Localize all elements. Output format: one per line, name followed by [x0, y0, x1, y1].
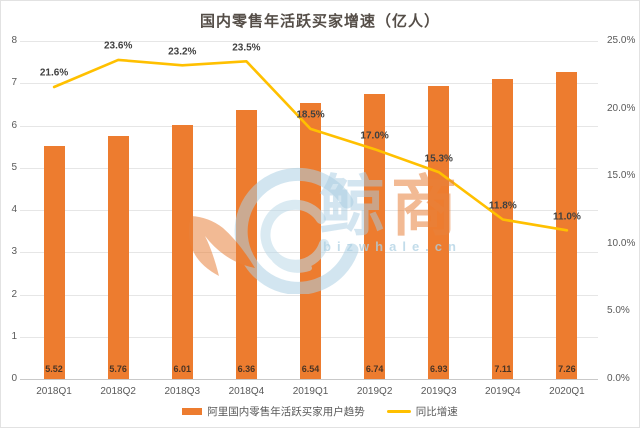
bar-value-label: 5.52: [45, 364, 63, 374]
x-axis-label: 2019Q2: [356, 386, 393, 397]
bar: [300, 102, 321, 379]
chart-legend: 阿里国内零售年活跃买家用户趋势 同比增速: [1, 404, 639, 419]
x-axis-label: 2018Q3: [164, 386, 201, 397]
bar: [492, 78, 514, 379]
legend-item-line[interactable]: 同比增速: [386, 404, 458, 419]
y-axis-tick-left: 5: [11, 161, 17, 173]
grid-line: [20, 41, 598, 42]
y-axis-tick-left: 3: [11, 246, 17, 258]
y-axis-tick-left: 4: [11, 204, 17, 215]
line-point-label: 11.0%: [553, 211, 581, 223]
line-series-swatch-icon: [386, 410, 411, 413]
x-axis-label: 2018Q2: [100, 386, 136, 397]
bar-value-label: 6.93: [429, 364, 448, 374]
line-point-label: 17.0%: [360, 130, 389, 142]
line-point-label: 23.6%: [103, 40, 133, 52]
grid-line: [20, 379, 598, 380]
x-axis-label: 2018Q4: [228, 386, 265, 397]
y-axis-tick-right: 10.0%: [607, 237, 636, 249]
x-axis-label: 2018Q1: [36, 386, 72, 397]
x-axis-label: 2020Q1: [549, 386, 585, 397]
y-axis-tick-left: 1: [11, 330, 17, 342]
line-point-label: 21.6%: [39, 67, 69, 79]
bar: [235, 110, 257, 379]
bar-value-label: 7.11: [494, 364, 512, 374]
y-axis-tick-left: 2: [11, 288, 17, 300]
y-axis-tick-left: 0: [11, 373, 17, 384]
bar: [428, 86, 450, 379]
bar-value-label: 6.01: [173, 364, 192, 374]
bar: [43, 145, 65, 379]
y-axis-tick-right: 15.0%: [607, 170, 636, 182]
y-axis-tick-left: 6: [11, 119, 17, 131]
bar-series-swatch-icon: [182, 408, 203, 415]
x-axis-label: 2019Q4: [485, 386, 521, 397]
line-point-label: 23.5%: [232, 42, 261, 54]
x-axis-label: 2019Q3: [420, 386, 457, 397]
bar: [107, 135, 129, 379]
bar-value-label: 5.76: [109, 364, 127, 374]
line-point-label: 18.5%: [296, 109, 325, 121]
bar-value-label: 6.54: [301, 364, 320, 374]
y-axis-tick-right: 0.0%: [607, 373, 630, 384]
legend-line-label: 同比增速: [415, 406, 458, 418]
line-point-label: 23.2%: [168, 46, 197, 58]
y-axis-tick-right: 25.0%: [607, 35, 636, 46]
y-axis-tick-left: 8: [11, 35, 17, 46]
y-axis-tick-right: 5.0%: [607, 305, 630, 317]
legend-bars-label: 阿里国内零售年活跃买家用户趋势: [207, 406, 365, 418]
bar: [556, 72, 578, 379]
y-axis-tick-left: 7: [11, 77, 17, 89]
bar: [171, 125, 193, 379]
y-axis-tick-right: 20.0%: [607, 102, 636, 114]
whale-logo-icon: [188, 167, 359, 294]
line-point-label: 15.3%: [424, 153, 453, 165]
line-point-label: 11.8%: [488, 200, 517, 212]
bar-value-label: 6.74: [365, 364, 384, 374]
x-axis-label: 2019Q1: [292, 386, 329, 397]
bar-value-label: 6.36: [237, 364, 256, 374]
legend-item-bars[interactable]: 阿里国内零售年活跃买家用户趋势: [182, 404, 365, 419]
chart-title: 国内零售年活跃买家增速（亿人）: [199, 12, 440, 30]
bar-value-label: 7.26: [558, 364, 576, 374]
